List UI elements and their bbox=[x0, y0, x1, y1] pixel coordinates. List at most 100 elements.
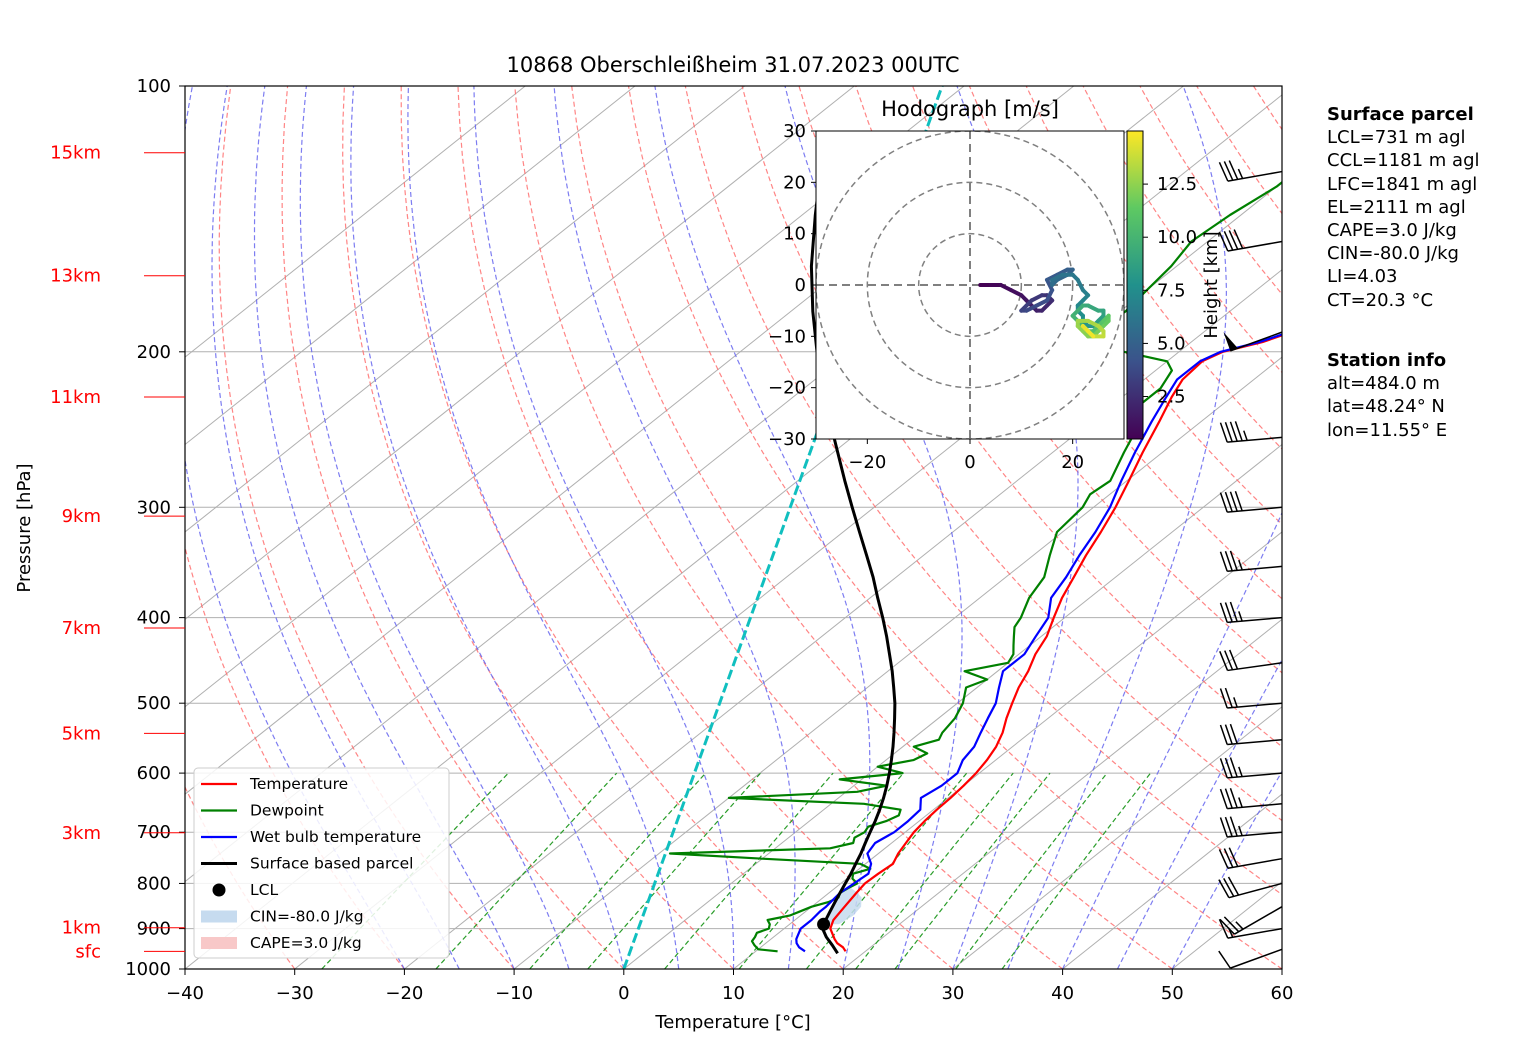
colorbar-tick-label: 7.5 bbox=[1157, 280, 1186, 301]
legend-label: Dewpoint bbox=[250, 802, 324, 820]
p-tick-label: 200 bbox=[137, 342, 171, 363]
mixing-ratio-line bbox=[436, 773, 617, 969]
wind-barb bbox=[1220, 817, 1282, 837]
y-axis-label: Pressure [hPa] bbox=[14, 463, 35, 592]
p-tick-label: 300 bbox=[137, 497, 171, 518]
parcel-cape: CAPE=3.0 J/kg bbox=[1327, 219, 1480, 242]
moist-adiabat bbox=[554, 86, 795, 969]
parcel-lcl: LCL=731 m agl bbox=[1327, 126, 1480, 149]
p-tick-label: 600 bbox=[137, 763, 171, 784]
wind-barb bbox=[1220, 724, 1282, 744]
legend: Temperature Dewpoint Wet bulb temperature S… bbox=[194, 768, 449, 958]
height-label: 11km bbox=[50, 387, 101, 408]
height-label: 7km bbox=[62, 618, 101, 639]
x-tick-label: −20 bbox=[385, 983, 423, 1004]
moist-adiabat bbox=[474, 86, 734, 969]
colorbar-tick-label: 10.0 bbox=[1157, 227, 1197, 248]
wind-barb bbox=[1219, 848, 1282, 869]
parcel-ct: CT=20.3 °C bbox=[1327, 289, 1480, 312]
parcel-cin: CIN=-80.0 J/kg bbox=[1327, 242, 1480, 265]
x-tick-label: 50 bbox=[1161, 983, 1184, 1004]
hodograph-y-tick-label: 20 bbox=[783, 172, 806, 193]
wind-barb bbox=[1220, 602, 1282, 622]
p-tick-label: 400 bbox=[137, 608, 171, 629]
hodograph-y-tick-label: −10 bbox=[768, 326, 806, 347]
x-tick-label: 60 bbox=[1271, 983, 1294, 1004]
wind-barb bbox=[1223, 332, 1282, 351]
p-tick-label: 500 bbox=[137, 693, 171, 714]
p-tick-label: 100 bbox=[137, 76, 171, 97]
hodograph-title: Hodograph [m/s] bbox=[881, 97, 1059, 121]
wind-barb bbox=[1219, 949, 1282, 968]
x-tick-label: 30 bbox=[941, 983, 964, 1004]
colorbar bbox=[1127, 131, 1143, 439]
hodograph-x-tick-label: 20 bbox=[1061, 452, 1084, 473]
wind-barb bbox=[1219, 230, 1282, 251]
x-tick-label: 20 bbox=[832, 983, 855, 1004]
chart-title: 10868 Oberschleißheim 31.07.2023 00UTC bbox=[507, 53, 960, 77]
mixing-ratio-line bbox=[895, 773, 1050, 969]
hodograph-y-tick-label: 10 bbox=[783, 224, 806, 245]
x-tick-label: 40 bbox=[1051, 983, 1074, 1004]
x-axis-label: Temperature [°C] bbox=[654, 1012, 810, 1033]
station-lon: lon=11.55° E bbox=[1327, 419, 1447, 442]
parcel-ccl: CCL=1181 m agl bbox=[1327, 149, 1480, 172]
hodograph-y-tick-label: −20 bbox=[768, 378, 806, 399]
legend-label: Wet bulb temperature bbox=[250, 828, 421, 846]
colorbar-tick-label: 5.0 bbox=[1157, 333, 1186, 354]
station-info-heading: Station info bbox=[1327, 349, 1447, 372]
legend-label: CIN=-80.0 J/kg bbox=[250, 908, 364, 926]
x-tick-label: −30 bbox=[276, 983, 314, 1004]
hodograph-y-tick-label: 30 bbox=[783, 121, 806, 142]
mixing-ratio-line bbox=[530, 773, 706, 969]
colorbar-tick-label: 2.5 bbox=[1157, 387, 1186, 408]
height-label: sfc bbox=[75, 941, 101, 962]
wind-barb bbox=[1220, 491, 1282, 512]
station-alt: alt=484.0 m bbox=[1327, 372, 1447, 395]
mixing-ratio-line bbox=[665, 773, 834, 969]
station-lat: lat=48.24° N bbox=[1327, 395, 1447, 418]
mixing-ratio-line bbox=[956, 773, 1107, 969]
legend-label: Surface based parcel bbox=[250, 855, 413, 873]
height-label: 15km bbox=[50, 143, 101, 164]
wind-barb bbox=[1220, 788, 1282, 808]
p-tick-label: 800 bbox=[137, 873, 171, 894]
x-tick-label: 0 bbox=[618, 983, 629, 1004]
p-tick-label: 1000 bbox=[125, 959, 171, 980]
p-tick-label: 900 bbox=[137, 919, 171, 940]
hodograph-x-tick-label: −20 bbox=[848, 452, 886, 473]
height-label: 3km bbox=[62, 823, 101, 844]
wind-barb bbox=[1220, 650, 1282, 671]
height-label: 1km bbox=[62, 918, 101, 939]
parcel-lfc: LFC=1841 m agl bbox=[1327, 173, 1480, 196]
wind-barb bbox=[1220, 688, 1282, 708]
surface-parcel-panel: Surface parcel LCL=731 m agl CCL=1181 m … bbox=[1327, 103, 1480, 312]
parcel-li: LI=4.03 bbox=[1327, 265, 1480, 288]
height-label: 9km bbox=[62, 506, 101, 527]
colorbar-label: Height [km] bbox=[1201, 231, 1222, 338]
surface-parcel-heading: Surface parcel bbox=[1327, 103, 1480, 126]
hodograph-x-tick-label: 0 bbox=[964, 452, 975, 473]
legend-label: CAPE=3.0 J/kg bbox=[250, 934, 362, 952]
dry-adiabat bbox=[401, 86, 843, 969]
wind-barbs bbox=[1219, 161, 1282, 969]
wind-barb bbox=[1220, 758, 1282, 778]
lcl-marker bbox=[817, 918, 830, 931]
height-label: 13km bbox=[50, 266, 101, 287]
colorbar-tick-label: 12.5 bbox=[1157, 174, 1197, 195]
x-tick-label: −40 bbox=[166, 983, 204, 1004]
station-info-panel: Station info alt=484.0 m lat=48.24° N lo… bbox=[1327, 349, 1447, 442]
x-tick-label: −10 bbox=[495, 983, 533, 1004]
legend-label: Temperature bbox=[249, 775, 348, 793]
wind-barb bbox=[1219, 161, 1282, 182]
legend-label: LCL bbox=[250, 881, 278, 899]
parcel-el: EL=2111 m agl bbox=[1327, 196, 1480, 219]
hodograph-y-tick-label: 0 bbox=[795, 275, 806, 296]
wind-barb bbox=[1220, 551, 1282, 571]
height-label: 5km bbox=[62, 723, 101, 744]
hodograph-y-tick-label: −30 bbox=[768, 429, 806, 450]
